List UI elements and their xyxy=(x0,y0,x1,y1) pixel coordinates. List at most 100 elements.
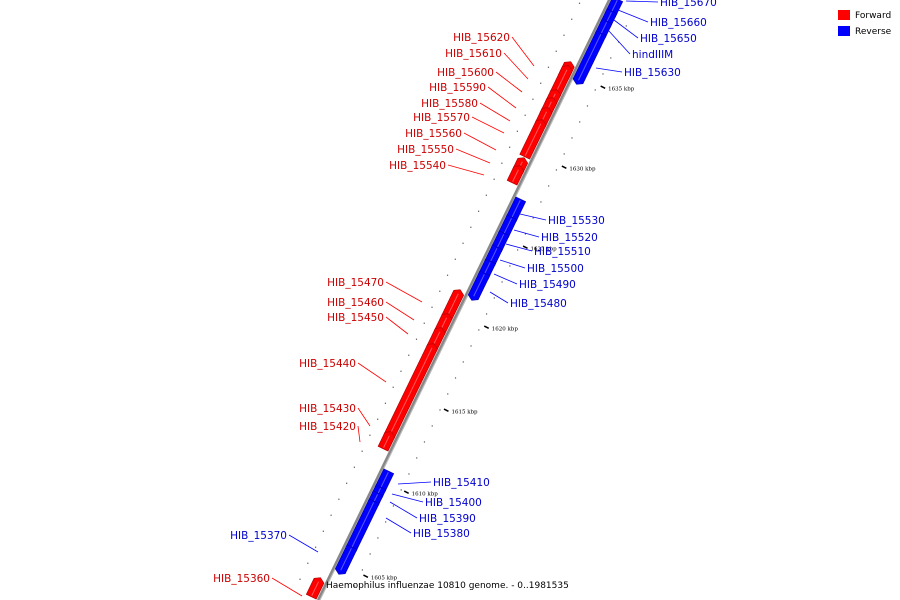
forward-gene-label[interactable]: HIB_15620 xyxy=(453,32,535,67)
backbone-line xyxy=(316,0,611,600)
reverse-gene-label[interactable]: HIB_15480 xyxy=(489,291,567,310)
guide-dot xyxy=(578,2,581,4)
label-leader-line xyxy=(357,362,387,383)
guide-dot xyxy=(532,217,534,219)
forward-gene-label[interactable]: HIB_15430 xyxy=(299,403,371,427)
gene-label-text: HIB_15570 xyxy=(413,112,470,124)
guide-dot xyxy=(478,329,480,331)
guide-dot xyxy=(314,546,317,548)
label-leader-line xyxy=(617,9,649,23)
guide-dot xyxy=(415,338,418,340)
forward-gene-label[interactable]: HIB_15540 xyxy=(389,160,485,176)
guide-dot xyxy=(369,553,371,555)
guide-dot xyxy=(446,274,449,276)
gene-highlight xyxy=(496,234,505,249)
guide-dot xyxy=(330,514,332,516)
guide-dot xyxy=(586,105,589,107)
guide-dot xyxy=(384,402,387,404)
forward-gene-arrow[interactable] xyxy=(506,165,525,186)
gene-highlight xyxy=(383,435,390,448)
guide-dot xyxy=(322,530,324,532)
guide-dot xyxy=(377,537,379,539)
forward-gene-arrow[interactable] xyxy=(549,65,573,98)
gene-features xyxy=(305,0,624,600)
reverse-gene-label[interactable]: HIB_15410 xyxy=(397,477,490,489)
reverse-gene-label[interactable]: HIB_15520 xyxy=(513,229,598,244)
tick-mark xyxy=(522,245,528,249)
gene-label-text: HIB_15500 xyxy=(527,263,584,275)
reverse-gene-label[interactable]: HIB_15400 xyxy=(391,493,482,509)
forward-gene-label[interactable]: HIB_15460 xyxy=(327,297,415,321)
guide-dot xyxy=(431,306,433,308)
reverse-gene-label[interactable]: hindIIIM xyxy=(607,29,673,61)
forward-gene-label[interactable]: HIB_15360 xyxy=(213,573,303,597)
label-leader-line xyxy=(357,407,371,427)
label-leader-line xyxy=(455,148,491,164)
forward-gene-label[interactable]: HIB_15440 xyxy=(299,358,387,383)
reverse-gene-label[interactable]: HIB_15530 xyxy=(519,213,605,227)
reverse-gene-arrow[interactable] xyxy=(572,30,607,85)
gene-label-text: HIB_15540 xyxy=(389,160,446,172)
gene-label-text: HIB_15560 xyxy=(405,128,462,140)
guide-dot xyxy=(470,226,472,228)
guide-dot xyxy=(385,521,387,523)
tick-label: 1620 kbp xyxy=(492,326,519,332)
gene-label-text: HIB_15430 xyxy=(299,403,356,415)
gene-label-text: HIB_15620 xyxy=(453,32,510,44)
forward-gene-label[interactable]: HIB_15610 xyxy=(445,48,529,80)
reverse-gene-label[interactable]: HIB_15650 xyxy=(613,19,697,45)
guide-dot xyxy=(555,169,558,171)
reverse-gene-label[interactable]: HIB_15670 xyxy=(625,0,717,9)
forward-gene-arrow[interactable] xyxy=(441,289,465,320)
guide-dot xyxy=(485,313,488,315)
forward-gene-arrow[interactable] xyxy=(305,577,325,600)
forward-gene-label[interactable]: HIB_15580 xyxy=(421,98,511,122)
forward-gene-arrow[interactable] xyxy=(383,343,438,440)
reverse-gene-label[interactable]: HIB_15500 xyxy=(499,259,584,275)
reverse-gene-label[interactable]: HIB_15370 xyxy=(230,530,319,553)
forward-gene-label[interactable]: HIB_15570 xyxy=(413,112,505,134)
guide-dot xyxy=(423,322,425,324)
gene-label-text: HIB_15550 xyxy=(397,144,454,156)
reverse-gene-label[interactable]: HIB_15510 xyxy=(505,243,591,258)
reverse-gene-label[interactable]: HIB_15660 xyxy=(617,9,707,29)
forward-gene-arrow[interactable] xyxy=(519,119,547,160)
gene-highlight xyxy=(311,581,319,596)
tick-label: 1605 kbp xyxy=(371,575,398,581)
forward-gene-label[interactable]: HIB_15420 xyxy=(299,421,361,443)
gene-labels: HIB_15620 HIB_15610 HIB_15600 HIB_15590 HIB_… xyxy=(213,0,717,597)
guide-dot xyxy=(439,409,441,411)
gene-label-text: HIB_15440 xyxy=(299,358,356,370)
gene-label-text: HIB_15630 xyxy=(624,67,681,79)
gene-highlight xyxy=(578,34,602,81)
reverse-gene-label[interactable]: HIB_15630 xyxy=(595,67,681,79)
guide-dot xyxy=(462,242,464,244)
tick-label: 1630 kbp xyxy=(569,166,596,172)
guide-dot xyxy=(571,18,573,20)
gene-label-text: HIB_15380 xyxy=(413,528,470,540)
label-leader-line xyxy=(271,577,303,597)
guide-dot xyxy=(408,473,410,475)
guide-dot xyxy=(547,66,550,68)
forward-gene-label[interactable]: HIB_15470 xyxy=(327,277,423,303)
reverse-gene-label[interactable]: HIB_15490 xyxy=(493,273,576,291)
forward-gene-label[interactable]: HIB_15450 xyxy=(327,312,409,335)
reverse-gene-arrow[interactable] xyxy=(334,544,358,575)
label-leader-line xyxy=(385,301,415,321)
label-leader-line xyxy=(625,0,659,3)
label-leader-line xyxy=(385,517,412,534)
reverse-gene-label[interactable]: HIB_15380 xyxy=(385,517,470,540)
reverse-gene-label[interactable]: HIB_15390 xyxy=(389,501,476,525)
reverse-gene-arrow[interactable] xyxy=(467,270,491,301)
guide-dot xyxy=(408,354,410,356)
forward-gene-label[interactable]: HIB_15550 xyxy=(397,144,491,164)
forward-gene-label[interactable]: HIB_15590 xyxy=(429,82,517,109)
gene-label-text: HIB_15590 xyxy=(429,82,486,94)
gene-label-text: HIB_15490 xyxy=(519,279,576,291)
forward-gene-arrow[interactable] xyxy=(377,431,396,452)
forward-gene-label[interactable]: HIB_15600 xyxy=(437,67,523,93)
tick-label: 1625 kbp xyxy=(531,246,558,252)
forward-gene-label[interactable]: HIB_15560 xyxy=(405,128,497,151)
guide-dot xyxy=(439,290,441,292)
guide-dot xyxy=(524,233,526,235)
